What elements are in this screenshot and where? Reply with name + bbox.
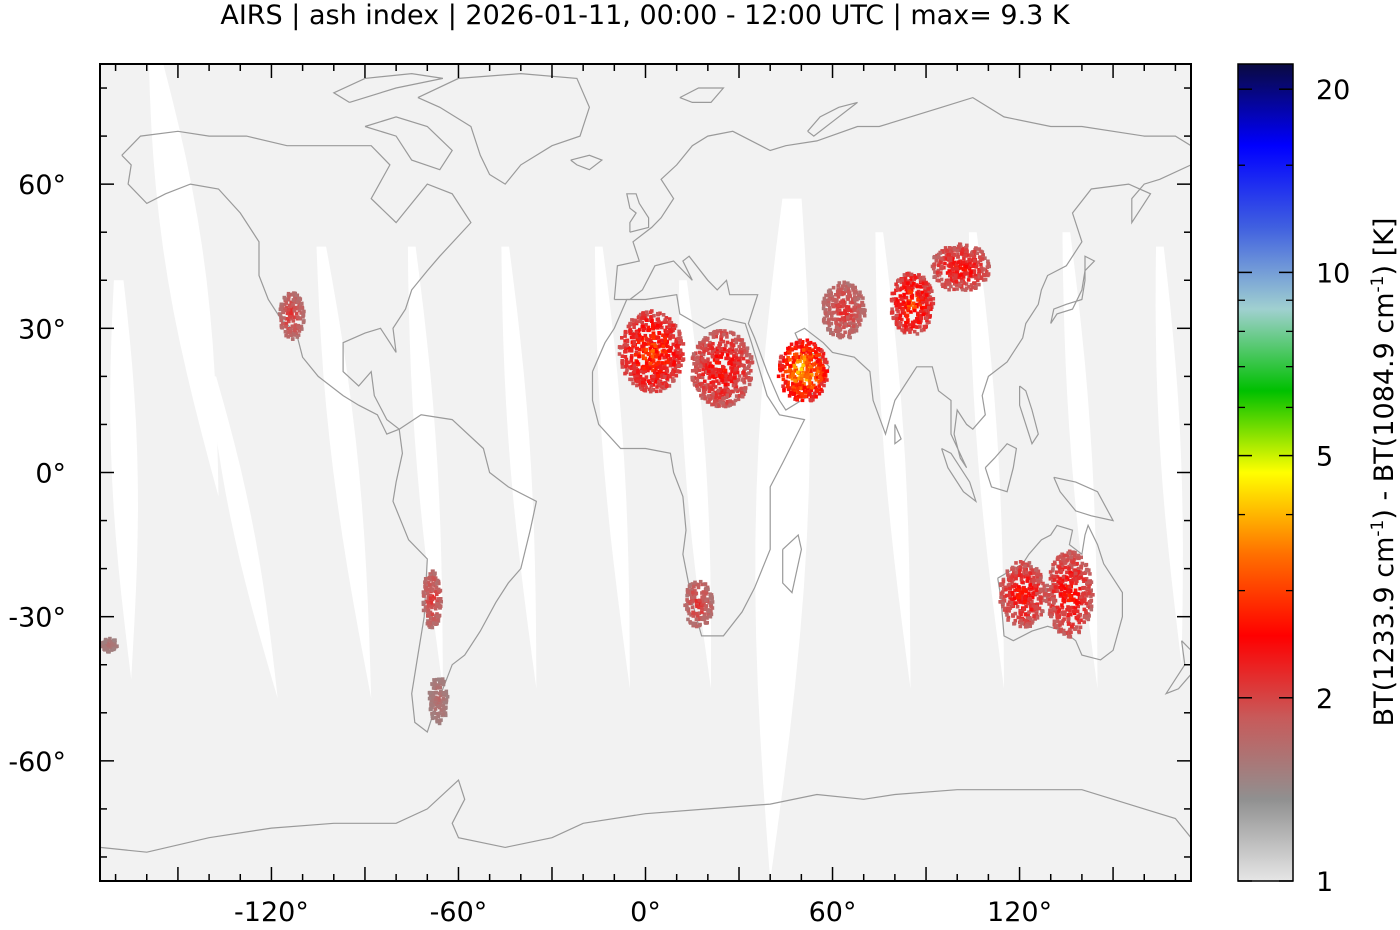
hotspot-australia-west [998, 560, 1048, 629]
coastline-madagascar [782, 533, 803, 594]
coastlines [100, 72, 1191, 853]
hotspot-sahara-east [690, 329, 755, 409]
hotspot-patagonia [427, 677, 450, 726]
colorbar-tick-label: 10 [1316, 258, 1350, 289]
coastline-new-zealand [1164, 640, 1191, 695]
hotspot-pacific-island [100, 636, 119, 654]
coastline-australia [997, 523, 1124, 661]
coastline-novaya-zemlya [807, 101, 858, 137]
coastline-africa [591, 294, 806, 637]
y-axis: 60° 30° 0° -30° -60° [8, 87, 1191, 858]
y-tick-label: 30° [18, 314, 66, 345]
hotspot-sahara-west [617, 309, 686, 394]
hotspot-namibia [683, 579, 715, 629]
x-tick-label: -60° [430, 897, 488, 928]
x-tick-label: 60° [809, 897, 857, 928]
x-tick-label: 0° [630, 897, 661, 928]
hotspot-mongolia [930, 242, 991, 292]
swath-gap [679, 280, 711, 689]
hotspot-atacama [421, 569, 443, 630]
swath-gap [148, 64, 219, 497]
swath-gap [501, 246, 537, 689]
swath-gap [1155, 246, 1183, 665]
ash-index-hotspots [100, 242, 1095, 726]
colorbar-tick-label: 20 [1316, 75, 1350, 106]
coastline-south-america [392, 414, 538, 733]
colorbar-tick-label: 2 [1316, 684, 1333, 715]
swath-gap [968, 232, 1004, 689]
coastline-sumatra [941, 447, 978, 503]
map-background [100, 64, 1191, 881]
hotspot-iran [821, 280, 867, 340]
coastline-borneo [984, 442, 1018, 493]
y-tick-label: -30° [8, 603, 66, 634]
hotspot-australia-central [1044, 549, 1095, 639]
colorbar: 1 2 5 10 20 BT(1233.9 cm-1) - BT(1084.9 cm-1… [1237, 63, 1400, 898]
swath-gap [594, 246, 630, 689]
y-tick-label: -60° [8, 747, 66, 778]
coastline-iceland [570, 154, 604, 171]
hotspot-arabia [776, 338, 830, 403]
coastline-svalbard [679, 87, 725, 104]
coastline-eurasia [613, 96, 1191, 469]
swath-gap [875, 232, 911, 689]
coastline-ellesmere [332, 72, 444, 103]
swath-gap [316, 246, 372, 699]
map-panel [100, 64, 1191, 881]
coastline-baffin-islands [364, 116, 453, 171]
coastline-sri-lanka [894, 424, 902, 445]
x-axis: -120° -60° 0° 60° 120° [114, 64, 1177, 928]
coastline-philippines [1018, 385, 1039, 446]
coastline-north-america [121, 130, 472, 435]
colorbar-ticks: 1 2 5 10 20 [1238, 75, 1350, 898]
colorbar-scale [1237, 63, 1294, 882]
colorbar-tick-label: 1 [1316, 867, 1333, 898]
swath-gap [208, 376, 278, 699]
x-tick-label: -120° [234, 897, 309, 928]
coastline-uk [626, 193, 650, 233]
hotspot-north-america-southwest [277, 291, 306, 341]
coastline-japan [1050, 255, 1096, 324]
swath-gap [110, 280, 138, 680]
coastline-antarctica [100, 779, 1191, 853]
figure-title: AIRS | ash index | 2026-01-11, 00:00 - 1… [220, 0, 1071, 31]
colorbar-label: BT(1233.9 cm-1) - BT(1084.9 cm-1) [K] [1368, 218, 1400, 727]
x-tick-label: 120° [987, 897, 1052, 928]
hotspot-taklamakan [889, 271, 936, 336]
y-tick-label: 60° [18, 170, 66, 201]
coastline-greenland [417, 72, 591, 185]
coastline-new-guinea [1053, 476, 1115, 522]
y-tick-label: 0° [35, 459, 66, 490]
colorbar-tick-label: 5 [1316, 442, 1333, 473]
